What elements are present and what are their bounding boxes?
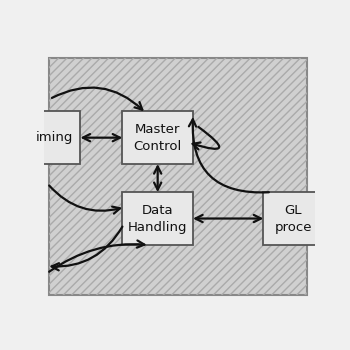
FancyBboxPatch shape <box>122 111 193 164</box>
FancyBboxPatch shape <box>29 111 80 164</box>
FancyBboxPatch shape <box>49 58 307 295</box>
Text: Data
Handling: Data Handling <box>128 203 188 233</box>
FancyBboxPatch shape <box>264 192 323 245</box>
Text: Master
Control: Master Control <box>134 122 182 153</box>
FancyBboxPatch shape <box>122 192 193 245</box>
Text: GL
proce: GL proce <box>274 203 312 233</box>
Text: iming: iming <box>36 131 73 144</box>
